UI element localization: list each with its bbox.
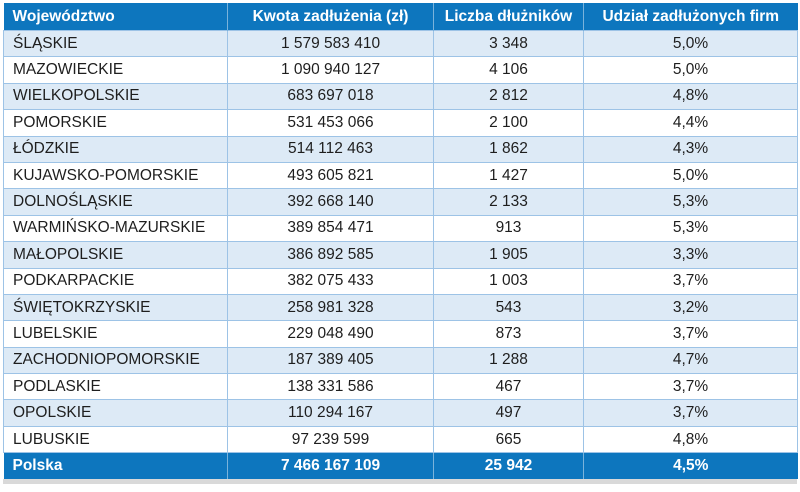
cell-voivodeship: MAZOWIECKIE <box>3 56 228 84</box>
cell-debt-share: 5,3% <box>583 188 798 216</box>
cell-debt-share: 4,8% <box>583 425 798 454</box>
cell-debt-share: 3,7% <box>583 399 798 427</box>
table-row: PODLASKIE 138 331 586 467 3,7% <box>3 373 798 401</box>
cell-voivodeship: KUJAWSKO-POMORSKIE <box>3 161 228 190</box>
table-row: MAZOWIECKIE 1 090 940 127 4 106 5,0% <box>3 56 798 84</box>
cell-debtor-count: 1 427 <box>433 161 584 190</box>
cell-debt-amount: 187 389 405 <box>227 346 434 375</box>
cell-debt-amount: 229 048 490 <box>227 320 434 348</box>
cell-debt-share: 5,0% <box>583 161 798 190</box>
col-header-wojewodztwo: Województwo <box>3 3 228 31</box>
cell-voivodeship: WIELKOPOLSKIE <box>3 82 228 111</box>
table-row: WARMIŃSKO-MAZURSKIE 389 854 471 913 5,3% <box>3 214 798 243</box>
cell-voivodeship: DOLNOŚLĄSKIE <box>3 188 228 216</box>
table-row: POMORSKIE 531 453 066 2 100 4,4% <box>3 109 798 137</box>
voivodeship-debt-table: Województwo Kwota zadłużenia (zł) Liczba… <box>3 3 798 480</box>
cell-debtor-count: 913 <box>433 214 584 243</box>
cell-debt-amount: 110 294 167 <box>227 399 434 427</box>
total-row: Polska 7 466 167 109 25 942 4,5% <box>3 452 798 480</box>
cell-debtor-count: 1 862 <box>433 135 584 163</box>
total-label: Polska <box>3 452 228 480</box>
cell-debtor-count: 2 100 <box>433 109 584 137</box>
cell-debt-share: 5,0% <box>583 56 798 84</box>
cell-voivodeship: LUBELSKIE <box>3 320 228 348</box>
cell-debt-share: 3,7% <box>583 320 798 348</box>
cell-voivodeship: WARMIŃSKO-MAZURSKIE <box>3 214 228 243</box>
table-body: ŚLĄSKIE 1 579 583 410 3 348 5,0% MAZOWIE… <box>3 29 798 454</box>
cell-voivodeship: OPOLSKIE <box>3 399 228 427</box>
cell-debt-amount: 389 854 471 <box>227 214 434 243</box>
cell-debtor-count: 2 812 <box>433 82 584 111</box>
total-debt-share: 4,5% <box>583 452 798 480</box>
table-row: KUJAWSKO-POMORSKIE 493 605 821 1 427 5,0… <box>3 161 798 190</box>
cell-debtor-count: 3 348 <box>433 29 584 58</box>
table-row: WIELKOPOLSKIE 683 697 018 2 812 4,8% <box>3 82 798 111</box>
table-row: MAŁOPOLSKIE 386 892 585 1 905 3,3% <box>3 241 798 269</box>
table-row: ZACHODNIOPOMORSKIE 187 389 405 1 288 4,7… <box>3 346 798 375</box>
table-row: ŚWIĘTOKRZYSKIE 258 981 328 543 3,2% <box>3 293 798 322</box>
table-header: Województwo Kwota zadłużenia (zł) Liczba… <box>3 3 798 31</box>
table-row: LUBELSKIE 229 048 490 873 3,7% <box>3 320 798 348</box>
cell-debt-share: 4,4% <box>583 109 798 137</box>
cell-debt-share: 3,2% <box>583 293 798 322</box>
cell-debt-amount: 514 112 463 <box>227 135 434 163</box>
cell-debtor-count: 4 106 <box>433 56 584 84</box>
total-debt-amount: 7 466 167 109 <box>227 452 434 480</box>
table-bottom-shadow <box>3 479 797 485</box>
cell-debtor-count: 467 <box>433 373 584 401</box>
cell-debt-share: 4,3% <box>583 135 798 163</box>
cell-voivodeship: ŚWIĘTOKRZYSKIE <box>3 293 228 322</box>
cell-debtor-count: 1 905 <box>433 241 584 269</box>
table-row: ŁÓDZKIE 514 112 463 1 862 4,3% <box>3 135 798 163</box>
cell-voivodeship: LUBUSKIE <box>3 425 228 454</box>
cell-debt-amount: 1 579 583 410 <box>227 29 434 58</box>
cell-voivodeship: MAŁOPOLSKIE <box>3 241 228 269</box>
cell-debt-amount: 493 605 821 <box>227 161 434 190</box>
cell-debt-amount: 683 697 018 <box>227 82 434 111</box>
cell-voivodeship: ŁÓDZKIE <box>3 135 228 163</box>
cell-debt-share: 3,3% <box>583 241 798 269</box>
cell-debt-amount: 258 981 328 <box>227 293 434 322</box>
cell-voivodeship: POMORSKIE <box>3 109 228 137</box>
cell-debt-amount: 382 075 433 <box>227 267 434 295</box>
debt-table-page: Województwo Kwota zadłużenia (zł) Liczba… <box>0 3 800 492</box>
cell-debtor-count: 2 133 <box>433 188 584 216</box>
cell-voivodeship: ZACHODNIOPOMORSKIE <box>3 346 228 375</box>
cell-debt-share: 5,0% <box>583 29 798 58</box>
table-row: DOLNOŚLĄSKIE 392 668 140 2 133 5,3% <box>3 188 798 216</box>
col-header-kwota-zadluzenia: Kwota zadłużenia (zł) <box>227 3 434 31</box>
cell-debt-amount: 386 892 585 <box>227 241 434 269</box>
table-row: OPOLSKIE 110 294 167 497 3,7% <box>3 399 798 427</box>
cell-debt-share: 3,7% <box>583 267 798 295</box>
cell-voivodeship: ŚLĄSKIE <box>3 29 228 58</box>
cell-voivodeship: PODLASKIE <box>3 373 228 401</box>
cell-debt-amount: 531 453 066 <box>227 109 434 137</box>
cell-debtor-count: 543 <box>433 293 584 322</box>
cell-debt-amount: 1 090 940 127 <box>227 56 434 84</box>
cell-debt-amount: 392 668 140 <box>227 188 434 216</box>
cell-debt-amount: 138 331 586 <box>227 373 434 401</box>
cell-debtor-count: 1 288 <box>433 346 584 375</box>
cell-voivodeship: PODKARPACKIE <box>3 267 228 295</box>
col-header-liczba-dluznikow: Liczba dłużników <box>433 3 584 31</box>
cell-debt-share: 3,7% <box>583 373 798 401</box>
table-footer: Polska 7 466 167 109 25 942 4,5% <box>3 452 798 480</box>
cell-debt-share: 4,8% <box>583 82 798 111</box>
table-row: ŚLĄSKIE 1 579 583 410 3 348 5,0% <box>3 29 798 58</box>
table-row: LUBUSKIE 97 239 599 665 4,8% <box>3 425 798 454</box>
col-header-udzial-zadluzonych-firm: Udział zadłużonych firm <box>583 3 798 31</box>
total-debtor-count: 25 942 <box>433 452 584 480</box>
cell-debt-share: 5,3% <box>583 214 798 243</box>
cell-debtor-count: 665 <box>433 425 584 454</box>
cell-debt-amount: 97 239 599 <box>227 425 434 454</box>
cell-debtor-count: 1 003 <box>433 267 584 295</box>
cell-debtor-count: 497 <box>433 399 584 427</box>
table-row: PODKARPACKIE 382 075 433 1 003 3,7% <box>3 267 798 295</box>
cell-debt-share: 4,7% <box>583 346 798 375</box>
cell-debtor-count: 873 <box>433 320 584 348</box>
header-row: Województwo Kwota zadłużenia (zł) Liczba… <box>3 3 798 31</box>
